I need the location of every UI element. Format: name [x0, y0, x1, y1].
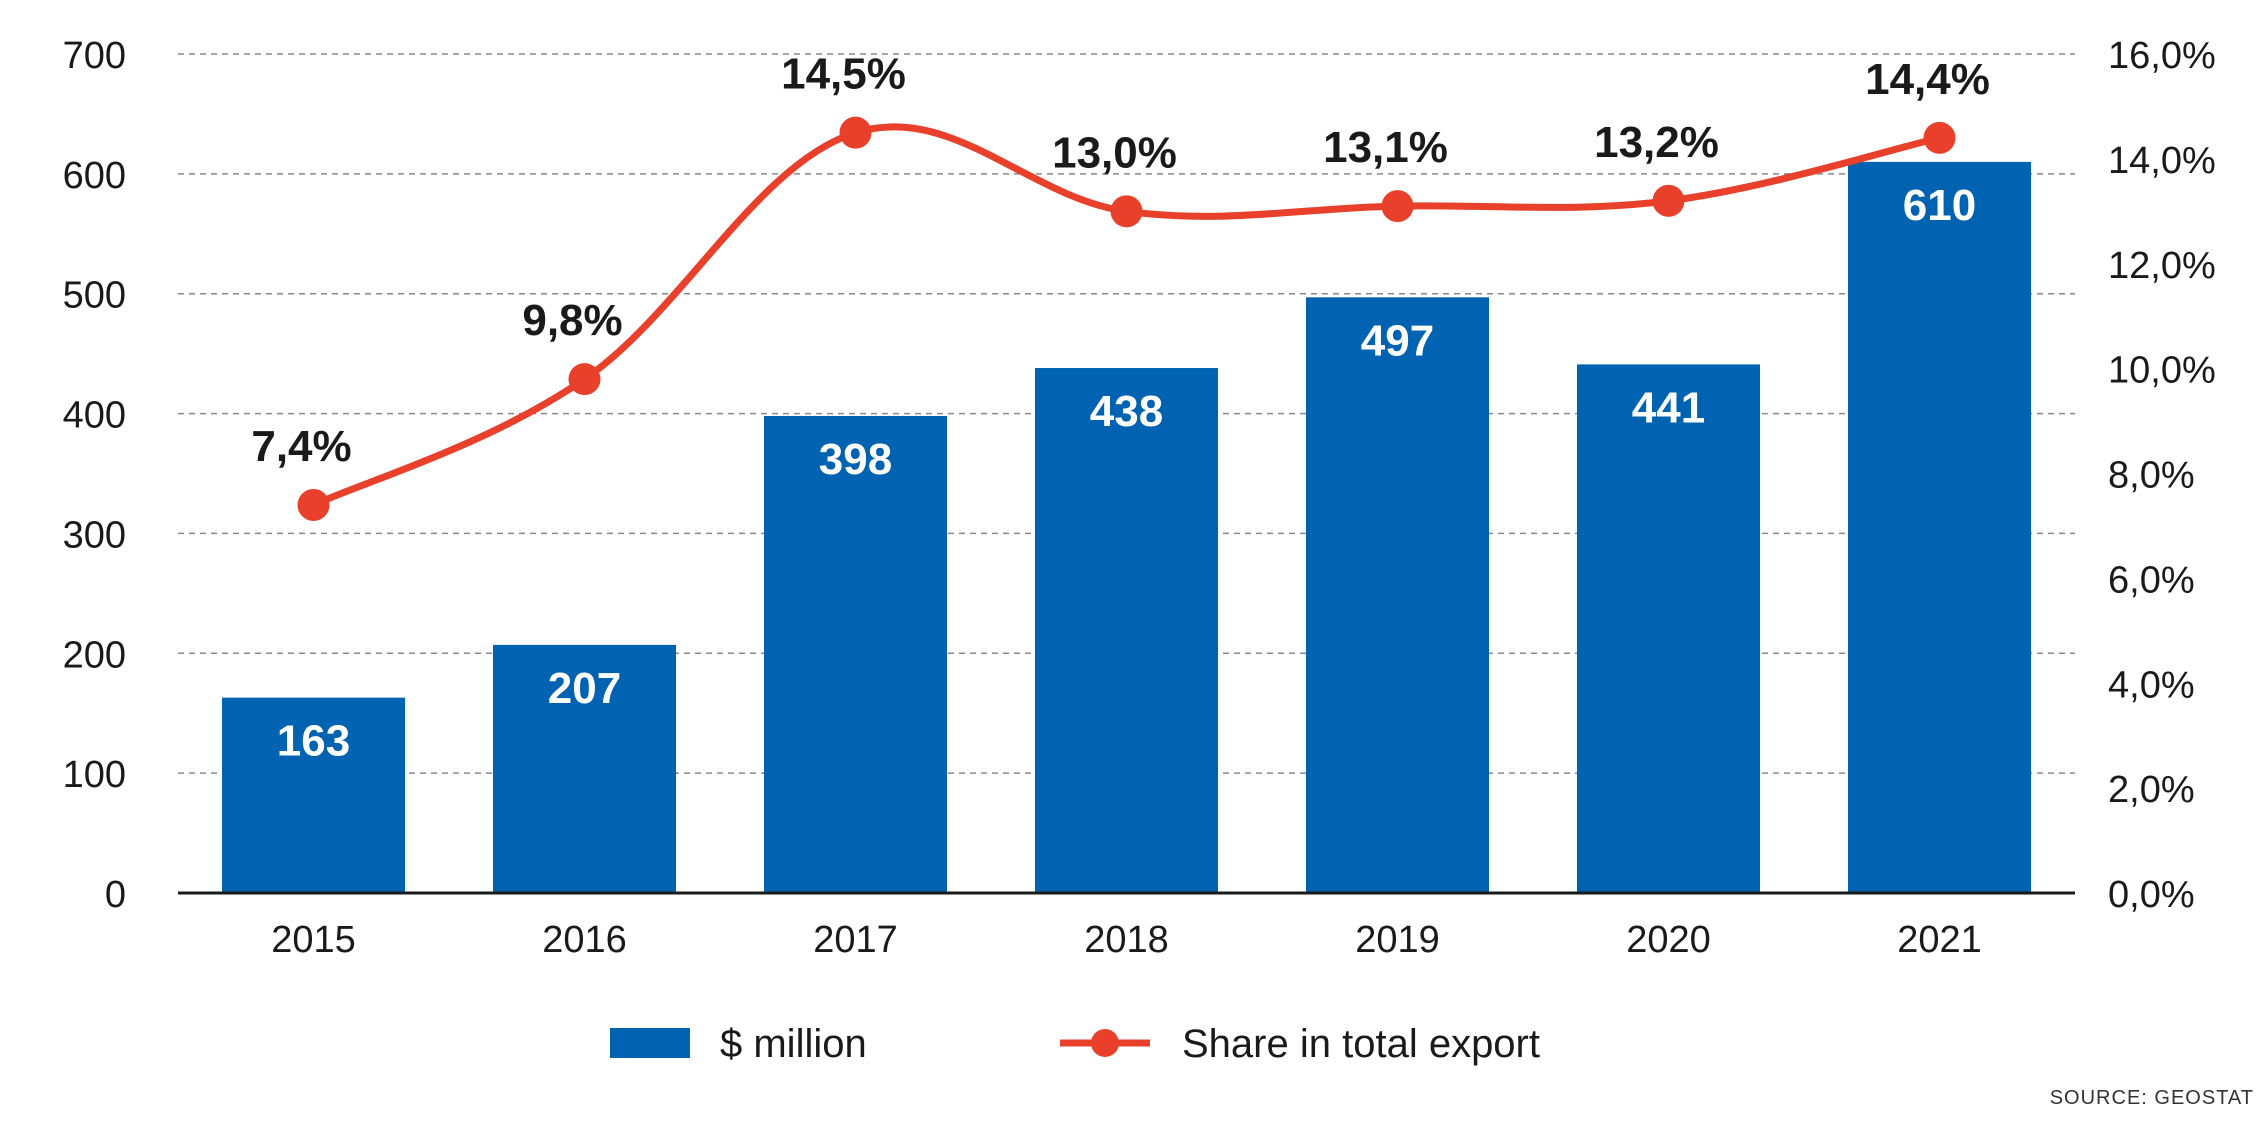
- bar-2018: [1035, 368, 1218, 893]
- bar-2021: [1848, 161, 2031, 893]
- legend-line-marker: [1091, 1029, 1119, 1057]
- bar-2019: [1306, 297, 1489, 893]
- bar-2016: [493, 644, 676, 893]
- point-label-2017: 14,5%: [781, 50, 906, 99]
- point-2019: [1381, 190, 1414, 223]
- bar-label-2017: 398: [819, 435, 892, 484]
- x-axis: 2015 2016 2017 2018 2019 2020 2021: [271, 919, 1982, 961]
- x-tick-label: 2021: [1897, 919, 1982, 961]
- point-2015: [297, 488, 330, 521]
- point-label-2018: 13,0%: [1052, 128, 1177, 177]
- left-tick-label: 400: [63, 395, 126, 437]
- left-tick-label: 0: [105, 874, 126, 916]
- bar-2017: [764, 415, 947, 893]
- bar-label-2015: 163: [277, 717, 350, 766]
- line-series: 7,4% 9,8% 14,5% 13,0% 13,1% 13,2% 14,4%: [251, 50, 1990, 521]
- x-tick-label: 2020: [1626, 919, 1711, 961]
- x-tick-label: 2015: [271, 919, 356, 961]
- bar-label-2021: 610: [1903, 181, 1976, 230]
- bar-series: 163 207 398 438 497 441 610: [222, 161, 2031, 893]
- right-tick-label: 2,0%: [2108, 769, 2195, 811]
- bar-label-2018: 438: [1090, 387, 1163, 436]
- point-label-2019: 13,1%: [1323, 123, 1448, 172]
- x-tick-label: 2019: [1355, 919, 1440, 961]
- left-tick-label: 300: [63, 514, 126, 556]
- point-label-2021: 14,4%: [1865, 55, 1990, 104]
- legend-line-label: Share in total export: [1182, 1022, 1540, 1066]
- point-2018: [1110, 195, 1143, 228]
- left-tick-label: 200: [63, 634, 126, 676]
- legend-bar-label: $ million: [720, 1022, 867, 1066]
- x-tick-label: 2016: [542, 919, 627, 961]
- bar-2020: [1577, 364, 1760, 893]
- left-tick-label: 700: [63, 35, 126, 77]
- right-tick-label: 0,0%: [2108, 874, 2195, 916]
- x-tick-label: 2017: [813, 919, 898, 961]
- point-2017: [839, 116, 872, 149]
- right-y-axis: 0,0% 2,0% 4,0% 6,0% 8,0% 10,0% 12,0% 14,0% 16,0%: [2108, 35, 2216, 916]
- left-tick-label: 500: [63, 275, 126, 317]
- bar-label-2019: 497: [1361, 316, 1434, 365]
- bar-label-2020: 441: [1632, 383, 1705, 432]
- point-label-2020: 13,2%: [1594, 118, 1719, 167]
- left-tick-label: 100: [63, 754, 126, 796]
- point-2020: [1652, 184, 1685, 217]
- point-label-2016: 9,8%: [522, 296, 622, 345]
- legend: $ million Share in total export: [610, 1022, 1540, 1066]
- right-tick-label: 4,0%: [2108, 664, 2195, 706]
- right-tick-label: 12,0%: [2108, 245, 2216, 287]
- left-tick-label: 600: [63, 155, 126, 197]
- legend-bar-swatch: [610, 1028, 690, 1058]
- point-label-2015: 7,4%: [251, 422, 351, 471]
- bar-2015: [222, 697, 405, 893]
- right-tick-label: 8,0%: [2108, 455, 2195, 497]
- right-tick-label: 16,0%: [2108, 35, 2216, 77]
- right-tick-label: 10,0%: [2108, 350, 2216, 392]
- x-tick-label: 2018: [1084, 919, 1169, 961]
- left-y-axis: 0 100 200 300 400 500 600 700: [63, 35, 126, 916]
- right-tick-label: 6,0%: [2108, 559, 2195, 601]
- bar-label-2016: 207: [548, 664, 621, 713]
- source-note: SOURCE: GEOSTAT: [2050, 1087, 2254, 1109]
- point-2021: [1923, 121, 1956, 154]
- right-tick-label: 14,0%: [2108, 140, 2216, 182]
- point-2016: [568, 363, 601, 396]
